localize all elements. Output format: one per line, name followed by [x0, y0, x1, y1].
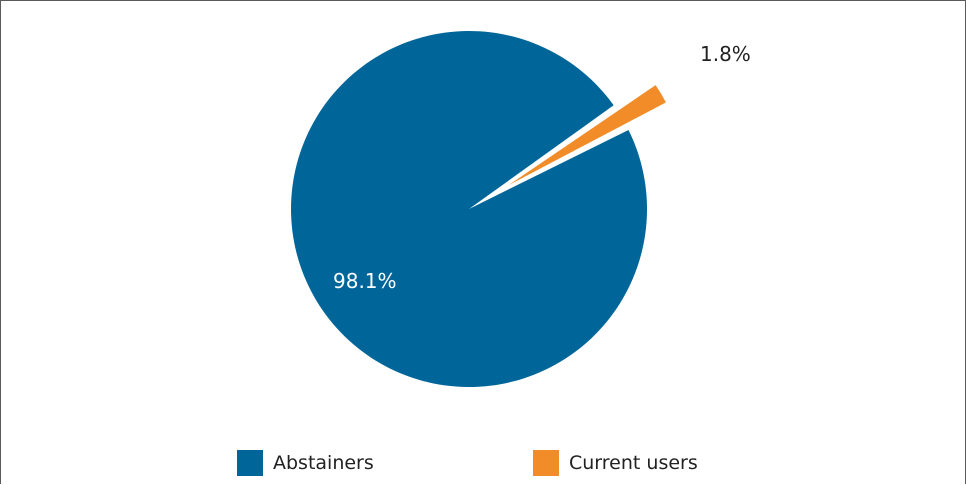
- data-label-current-users: 1.8%: [700, 42, 751, 66]
- slice-abstainers: [291, 31, 648, 388]
- slice-current-users: [508, 85, 666, 186]
- data-label-abstainers: 98.1%: [333, 269, 397, 293]
- legend-swatch-current-users: [533, 450, 559, 476]
- legend-label-abstainers: Abstainers: [273, 452, 374, 474]
- legend-swatch-abstainers: [237, 450, 263, 476]
- legend-item-current-users: Current users: [533, 449, 698, 477]
- legend-item-abstainers: Abstainers: [237, 449, 374, 477]
- legend-label-current-users: Current users: [569, 452, 698, 474]
- legend: Abstainers Current users: [1, 449, 966, 477]
